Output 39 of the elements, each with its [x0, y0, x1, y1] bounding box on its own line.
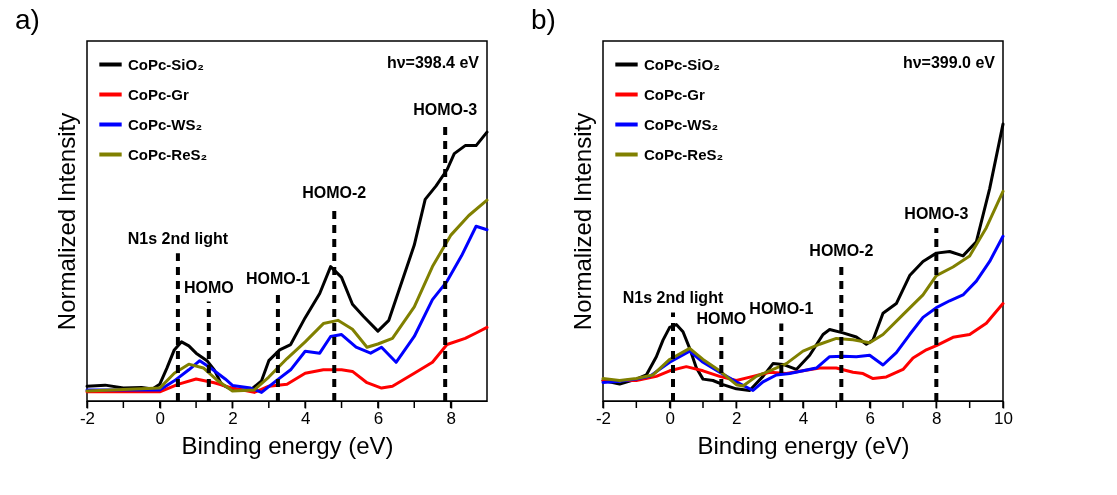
annotation: HOMO-2 [302, 184, 367, 202]
x-tick-label: 0 [665, 408, 675, 428]
annotation: HOMO-3 [413, 101, 478, 119]
annotation: HOMO-1 [245, 270, 311, 288]
x-tick-label: 0 [155, 408, 165, 428]
x-tick-label: 10 [994, 408, 1013, 428]
annotation: HOMO-1 [749, 300, 814, 318]
legend-label: CoPc-WS₂ [128, 115, 203, 133]
chart-title: a) [15, 4, 40, 35]
text: hν=399.0 eV [902, 54, 996, 71]
x-tick-label: 6 [865, 408, 875, 428]
annotation: N1s 2nd light [127, 230, 229, 248]
legend-label: CoPc-Gr [644, 85, 705, 103]
x-tick-label: 8 [932, 408, 942, 428]
x-tick-label: -2 [595, 408, 612, 428]
annotation: HOMO [183, 278, 234, 296]
legend-label: CoPc-ReS₂ [128, 145, 208, 163]
x-tick-label: 4 [798, 408, 809, 428]
legend-label: CoPc-Gr [128, 85, 189, 103]
text: hν=398.4 eV [386, 54, 480, 71]
annotation: HOMO-2 [809, 242, 874, 260]
annotation: HOMO-3 [904, 204, 969, 222]
x-tick-label: -2 [79, 408, 96, 428]
y-axis-title: Normalized Intensity [568, 112, 596, 331]
x-tick-label: 4 [300, 408, 311, 428]
x-tick-label: 6 [373, 408, 384, 428]
x-tick-label: 2 [228, 408, 238, 428]
x-axis-title: Binding energy (eV) [181, 431, 394, 459]
x-axis-title: Binding energy (eV) [697, 431, 910, 459]
chart-title: b) [531, 4, 556, 35]
legend-label: CoPc-ReS₂ [644, 145, 724, 163]
y-axis-title: Normalized Intensity [52, 112, 80, 331]
legend-label: CoPc-SiO₂ [644, 55, 720, 73]
legend-label: CoPc-SiO₂ [128, 55, 204, 73]
legend-label: CoPc-WS₂ [644, 115, 719, 133]
x-tick-label: 8 [446, 408, 456, 428]
annotation: N1s 2nd light [622, 289, 724, 307]
x-tick-label: 2 [732, 408, 742, 428]
annotation: HOMO [696, 309, 747, 327]
